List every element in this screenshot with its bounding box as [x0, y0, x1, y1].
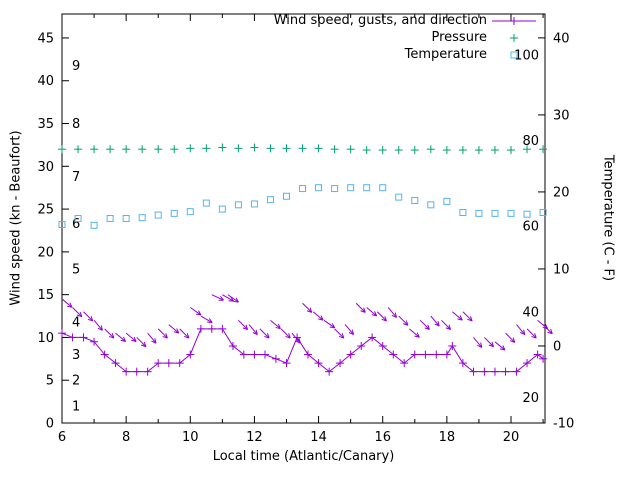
svg-text:40: 40	[553, 31, 570, 46]
svg-text:10: 10	[553, 262, 570, 277]
svg-text:15: 15	[37, 288, 54, 303]
svg-text:20: 20	[503, 430, 520, 445]
svg-text:40: 40	[37, 74, 54, 89]
beaufort-scale-labels: 1 2 3 4 5 6 7 8 9	[72, 59, 80, 415]
svg-text:2: 2	[72, 374, 80, 389]
series-wind-speed	[58, 324, 548, 376]
y-axis-title: Wind speed (kn - Beaufort)	[8, 130, 24, 306]
y2-axis-ticks: -10 0 10 20 30 40	[538, 31, 574, 432]
svg-text:6: 6	[58, 430, 66, 445]
svg-text:6: 6	[72, 217, 80, 232]
svg-text:60: 60	[522, 219, 539, 234]
svg-text:8: 8	[72, 117, 80, 132]
svg-text:12: 12	[246, 430, 263, 445]
svg-text:20: 20	[522, 391, 539, 406]
series-pressure	[58, 143, 548, 155]
svg-text:9: 9	[72, 59, 80, 74]
svg-text:0: 0	[46, 417, 54, 432]
svg-text:30: 30	[553, 108, 570, 123]
svg-text:8: 8	[122, 430, 130, 445]
y2-axis-title: Temperature (C - F)	[600, 154, 616, 282]
svg-text:45: 45	[37, 31, 54, 46]
svg-text:3: 3	[72, 348, 80, 363]
svg-text:20: 20	[553, 185, 570, 200]
svg-text:80: 80	[522, 134, 539, 149]
svg-text:40: 40	[522, 306, 539, 321]
series-temperature	[58, 184, 547, 229]
plot-border	[61, 13, 546, 424]
svg-text:5: 5	[72, 262, 80, 277]
svg-text:100: 100	[514, 48, 539, 63]
legend-samples	[492, 17, 536, 59]
svg-text:14: 14	[310, 430, 327, 445]
fahrenheit-scale-labels: 20 40 60 80 100	[514, 48, 539, 406]
svg-text:18: 18	[439, 430, 456, 445]
svg-text:5: 5	[46, 374, 54, 389]
x-axis-title: Local time (Atlantic/Canary)	[212, 449, 395, 464]
x-axis-ticks: 6 8 10 12 14 16 18 20	[58, 14, 544, 445]
svg-text:-10: -10	[553, 417, 574, 432]
svg-text:4: 4	[72, 316, 80, 331]
y-axis-ticks: 0 5 10 15 20 25 30 35 40 45	[37, 31, 69, 432]
svg-text:20: 20	[37, 245, 54, 260]
series-wind-gusts-direction	[61, 294, 553, 351]
legend-label-temperature: Temperature	[404, 47, 487, 62]
svg-text:25: 25	[37, 203, 54, 218]
svg-text:1: 1	[72, 399, 80, 414]
svg-text:16: 16	[374, 430, 391, 445]
svg-text:35: 35	[37, 117, 54, 132]
svg-text:0: 0	[553, 339, 561, 354]
svg-text:10: 10	[182, 430, 199, 445]
svg-text:30: 30	[37, 160, 54, 175]
svg-text:10: 10	[37, 331, 54, 346]
legend-label-wind: Wind speed, gusts, and direction	[273, 13, 487, 28]
legend-label-pressure: Pressure	[431, 30, 487, 45]
svg-text:7: 7	[72, 170, 80, 185]
